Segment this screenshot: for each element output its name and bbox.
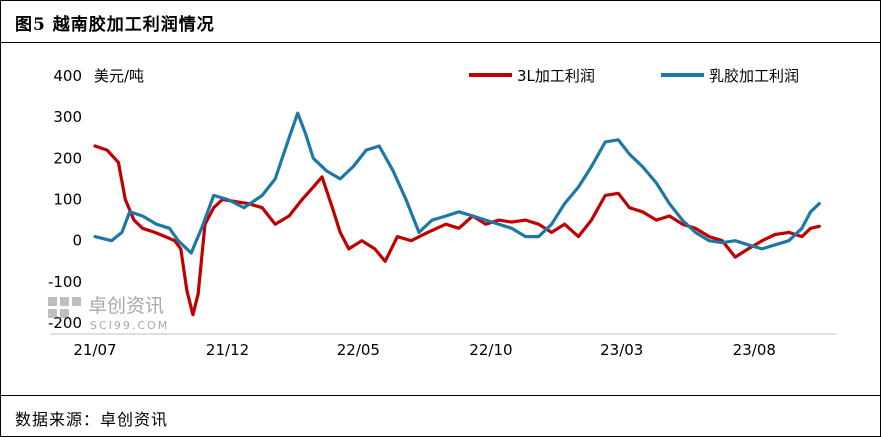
y-tick-label: -200 <box>48 314 82 332</box>
series-line-3l <box>93 144 821 317</box>
title-bar: 图5 越南胶加工利润情况 <box>1 1 880 43</box>
watermark-logo-block <box>72 297 81 306</box>
legend-label-3l: 3L加工利润 <box>517 67 595 85</box>
watermark-logo-block <box>48 309 57 318</box>
axes: -200 -100 0 100 200 300 400 21/07 21/12 22/05 22/1… <box>48 67 836 359</box>
chart-title: 图5 越南胶加工利润情况 <box>15 15 215 35</box>
x-tick-label: 23/03 <box>600 341 643 359</box>
y-axis-unit: 美元/吨 <box>94 67 144 85</box>
y-tick-label: -100 <box>48 273 82 291</box>
source-note: 数据来源：卓创资讯 <box>15 410 169 429</box>
watermark-logo-block <box>48 297 57 306</box>
y-tick-label: 400 <box>53 67 82 85</box>
y-tick-label: 0 <box>72 232 82 250</box>
x-tick-label: 21/07 <box>73 341 116 359</box>
x-tick-label: 22/05 <box>337 341 380 359</box>
watermark: 卓创资讯 SCI99.COM <box>48 295 169 332</box>
y-tick-label: 300 <box>53 108 82 126</box>
legend-label-latex: 乳胶加工利润 <box>709 67 799 85</box>
x-tick-label: 23/08 <box>733 341 776 359</box>
watermark-url: SCI99.COM <box>90 319 169 332</box>
series-line-latex <box>93 111 821 255</box>
legend: 3L加工利润 乳胶加工利润 <box>469 67 799 85</box>
watermark-logo-block <box>60 309 69 318</box>
source-footer: 数据来源：卓创资讯 <box>1 395 880 437</box>
x-tick-label: 21/12 <box>206 341 249 359</box>
x-tick-label: 22/10 <box>469 341 512 359</box>
y-tick-label: 100 <box>53 191 82 209</box>
watermark-text: 卓创资讯 <box>88 295 164 317</box>
y-tick-label: 200 <box>53 149 82 167</box>
watermark-logo-block <box>60 297 69 306</box>
plot-area <box>93 111 821 317</box>
